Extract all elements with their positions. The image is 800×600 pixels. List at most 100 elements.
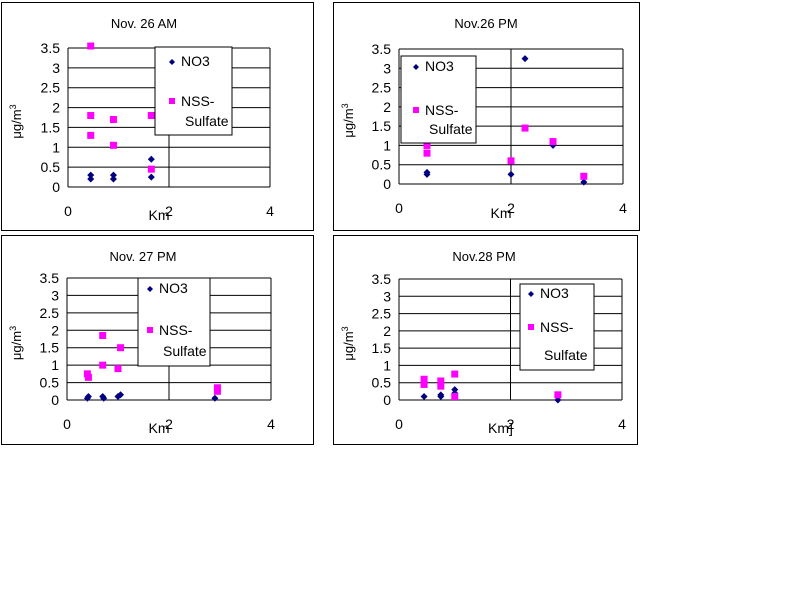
no3-point	[87, 171, 95, 179]
legend-label-sulfate: Sulfate	[429, 121, 473, 137]
no3-point	[84, 393, 92, 401]
y-tick-label: 3.5	[41, 40, 61, 56]
y-tick-label: 3.5	[372, 41, 392, 57]
legend-label-no3: NO3	[425, 58, 454, 74]
legend-box	[137, 277, 211, 367]
y-tick-label: 3	[52, 60, 60, 76]
sulfate-point	[451, 370, 459, 378]
sulfate-point	[549, 138, 557, 146]
y-tick-label: 1	[383, 357, 391, 373]
no3-point	[147, 155, 155, 163]
y-tick-label: 2.5	[372, 80, 392, 96]
y-tick-label: 1.5	[40, 340, 60, 356]
legend-box	[400, 55, 477, 144]
sulfate-point	[114, 365, 122, 373]
chart-panel-nov26-am: Nov. 26 AM 0 0.5 1 1.5 2 2.5 3 3.5 0 2 4 Km μg/m3 NO3 N…	[1, 2, 314, 231]
x-tick-label: 0	[395, 416, 403, 432]
chart-title: Nov. 27 PM	[110, 249, 177, 264]
sulfate-point	[99, 332, 107, 340]
legend-no3-marker	[147, 286, 153, 292]
sulfate-point	[87, 42, 95, 50]
sulfate-point	[554, 391, 562, 399]
sulfate-point	[423, 149, 431, 157]
legend-label-nss: NSS-	[425, 102, 459, 118]
chart-title: Nov. 26 AM	[111, 16, 177, 31]
no3-point	[117, 391, 125, 399]
chart-svg-nov26-am: Nov. 26 AM 0 0.5 1 1.5 2 2.5 3 3.5 0 2 4 Km μg/m3 NO3 N…	[8, 16, 274, 223]
sulfate-point	[87, 131, 95, 139]
sulfate-point	[213, 387, 221, 395]
y-tick-label: 0.5	[372, 157, 392, 173]
legend-label-nss: NSS-	[181, 93, 215, 109]
chart-panel-nov26-pm: Nov.26 PM 0 0.5 1 1.5 2 2.5 3 3.5 0 2 4 Km μg/m3 NO3 NS…	[333, 2, 640, 231]
y-tick-label: 3.5	[372, 271, 392, 287]
y-tick-label: 0.5	[372, 375, 392, 391]
y-tick-label: 1	[51, 357, 59, 373]
no3-point	[109, 171, 117, 179]
y-tick-label: 2	[383, 323, 391, 339]
x-tick-label: 4	[267, 416, 275, 432]
y-tick-label: 0	[383, 392, 391, 408]
y-tick-label: 1	[383, 137, 391, 153]
sulfate-point	[109, 141, 117, 149]
y-tick-label: 2.5	[372, 306, 392, 322]
legend-no3-marker	[413, 64, 419, 70]
y-axis-title: μg/m3	[8, 326, 24, 360]
legend-label-no3: NO3	[181, 53, 210, 69]
sulfate-point	[423, 141, 431, 149]
x-tick-label: 0	[64, 203, 72, 219]
no3-point	[211, 394, 219, 402]
sulfate-point	[84, 373, 92, 381]
chart-panel-nov28-pm: Nov.28 PM 0 0.5 1 1.5 2 2.5 3 3.5 0 2 4 Km] μg/m3 NO3 N…	[333, 235, 638, 445]
no3-point	[420, 393, 428, 401]
legend-label-no3: NO3	[540, 285, 569, 301]
x-tick-label: 4	[619, 200, 627, 216]
legend-sulfate-marker	[528, 324, 534, 330]
sulfate-point	[117, 344, 125, 352]
sulfate-point	[507, 157, 515, 165]
y-tick-label: 1.5	[372, 340, 392, 356]
x-tick-label: 0	[63, 416, 71, 432]
y-tick-label: 0.5	[41, 159, 61, 175]
y-axis-title: μg/m3	[340, 326, 356, 360]
legend-no3-marker	[528, 291, 534, 297]
x-axis-title: Km	[149, 420, 170, 436]
sulfate-point	[99, 361, 107, 369]
sulfate-point	[580, 172, 588, 180]
y-axis-title: μg/m3	[8, 104, 24, 138]
y-tick-label: 2	[51, 322, 59, 338]
no3-point	[87, 175, 95, 183]
x-axis-title: Km	[491, 205, 512, 221]
legend-label-sulfate: Sulfate	[185, 113, 229, 129]
no3-point	[423, 170, 431, 178]
y-tick-label: 0	[52, 179, 60, 195]
y-tick-label: 3	[51, 287, 59, 303]
chart-svg-nov26-pm: Nov.26 PM 0 0.5 1 1.5 2 2.5 3 3.5 0 2 4 Km μg/m3 NO3 NS…	[340, 16, 627, 221]
legend-sulfate-marker	[169, 98, 175, 104]
legend-box	[154, 46, 233, 136]
legend-sulfate-marker	[147, 327, 153, 333]
legend-no3-marker	[169, 59, 175, 65]
legend-label-sulfate: Sulfate	[163, 343, 207, 359]
sulfate-point	[437, 377, 445, 385]
sulfate-point	[147, 112, 155, 120]
y-tick-label: 2.5	[40, 305, 60, 321]
no3-point	[580, 178, 588, 186]
no3-point	[100, 394, 108, 402]
x-axis-title: Km	[149, 207, 170, 223]
x-tick-label: 2	[165, 416, 173, 432]
no3-point	[507, 170, 515, 178]
sulfate-point	[109, 115, 117, 123]
y-tick-label: 0.5	[40, 375, 60, 391]
y-tick-label: 3	[383, 288, 391, 304]
legend-label-nss: NSS-	[540, 319, 574, 335]
no3-point	[109, 175, 117, 183]
y-tick-label: 2	[52, 100, 60, 116]
y-tick-label: 2.5	[41, 80, 61, 96]
y-tick-label: 1.5	[372, 118, 392, 134]
sulfate-point	[437, 382, 445, 390]
chart-title: Nov.26 PM	[454, 16, 517, 31]
y-tick-label: 1.5	[41, 119, 61, 135]
